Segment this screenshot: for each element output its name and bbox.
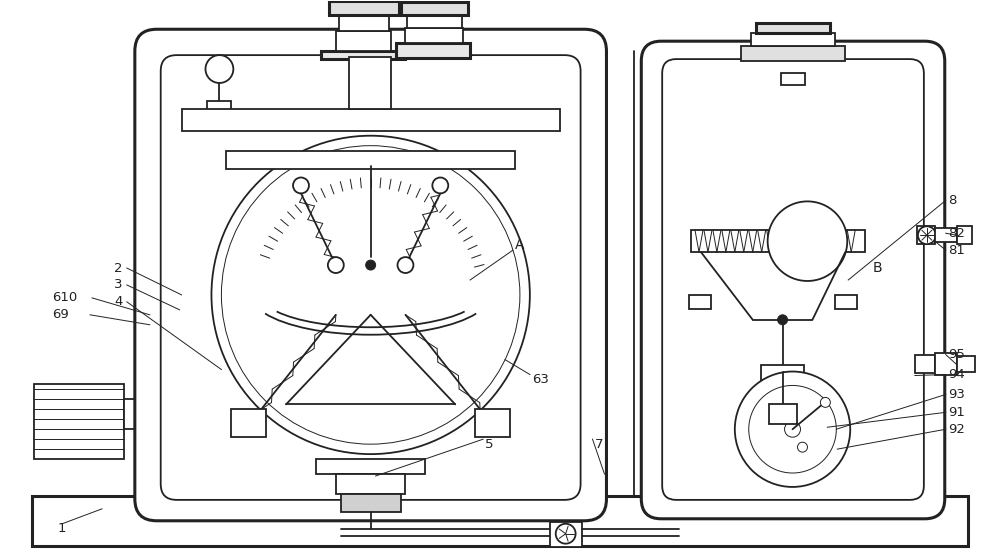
Circle shape xyxy=(820,397,830,407)
Bar xyxy=(756,23,830,33)
Bar xyxy=(407,16,462,28)
Text: 4: 4 xyxy=(114,295,122,309)
FancyBboxPatch shape xyxy=(135,29,606,521)
Text: 81: 81 xyxy=(948,244,965,256)
Bar xyxy=(475,410,510,437)
Circle shape xyxy=(398,257,413,273)
Text: 69: 69 xyxy=(52,309,69,321)
Bar xyxy=(957,356,975,371)
Text: 92: 92 xyxy=(948,423,965,436)
Bar xyxy=(691,230,865,252)
Bar xyxy=(935,352,957,375)
Bar xyxy=(769,405,797,424)
Text: 7: 7 xyxy=(595,438,603,451)
Bar xyxy=(231,410,266,437)
Circle shape xyxy=(205,55,233,83)
Text: 82: 82 xyxy=(948,227,965,240)
Bar xyxy=(336,31,391,51)
Circle shape xyxy=(918,226,936,244)
Bar xyxy=(182,109,560,131)
Circle shape xyxy=(798,442,807,452)
Bar xyxy=(32,496,968,546)
Text: 1: 1 xyxy=(57,522,66,535)
Circle shape xyxy=(328,257,344,273)
Circle shape xyxy=(778,315,788,325)
Bar xyxy=(781,73,805,85)
Circle shape xyxy=(735,371,850,487)
Circle shape xyxy=(211,136,530,454)
Bar xyxy=(405,28,463,43)
Bar xyxy=(124,400,149,429)
Bar xyxy=(207,101,231,113)
FancyBboxPatch shape xyxy=(641,41,945,519)
Bar xyxy=(34,385,124,459)
Bar xyxy=(150,310,168,332)
Text: 93: 93 xyxy=(948,388,965,401)
Bar xyxy=(339,16,389,31)
Circle shape xyxy=(293,178,309,194)
Bar xyxy=(915,355,935,372)
Text: A: A xyxy=(515,238,524,252)
Bar xyxy=(396,43,470,58)
Circle shape xyxy=(366,260,376,270)
Text: 2: 2 xyxy=(114,261,122,275)
Circle shape xyxy=(432,178,448,194)
Bar xyxy=(689,295,711,309)
Bar xyxy=(835,295,857,309)
FancyBboxPatch shape xyxy=(662,59,924,500)
Bar xyxy=(957,226,972,244)
Bar xyxy=(741,46,845,61)
Text: 63: 63 xyxy=(532,373,549,386)
Bar xyxy=(349,57,391,109)
Text: 94: 94 xyxy=(948,368,964,381)
Circle shape xyxy=(749,386,836,473)
Bar xyxy=(329,2,399,16)
Circle shape xyxy=(768,201,847,281)
Bar xyxy=(149,405,161,424)
FancyBboxPatch shape xyxy=(161,55,581,500)
Text: B: B xyxy=(873,261,883,275)
Circle shape xyxy=(785,421,800,437)
Circle shape xyxy=(556,524,576,544)
Text: 95: 95 xyxy=(948,348,965,361)
Bar xyxy=(917,226,935,244)
Text: 5: 5 xyxy=(485,438,494,451)
Bar xyxy=(155,296,167,310)
Bar xyxy=(935,228,957,242)
Bar xyxy=(336,474,405,494)
Bar xyxy=(156,419,174,434)
Bar xyxy=(751,33,835,46)
Text: 610: 610 xyxy=(52,291,78,304)
Bar xyxy=(761,365,804,386)
Circle shape xyxy=(221,145,520,444)
Bar xyxy=(550,522,582,547)
Text: 91: 91 xyxy=(948,406,965,419)
Bar xyxy=(321,51,405,59)
Text: 8: 8 xyxy=(948,194,956,207)
Bar xyxy=(226,150,515,169)
Bar xyxy=(316,459,425,474)
Bar xyxy=(341,494,401,512)
Bar xyxy=(401,2,468,16)
Text: 3: 3 xyxy=(114,279,122,291)
